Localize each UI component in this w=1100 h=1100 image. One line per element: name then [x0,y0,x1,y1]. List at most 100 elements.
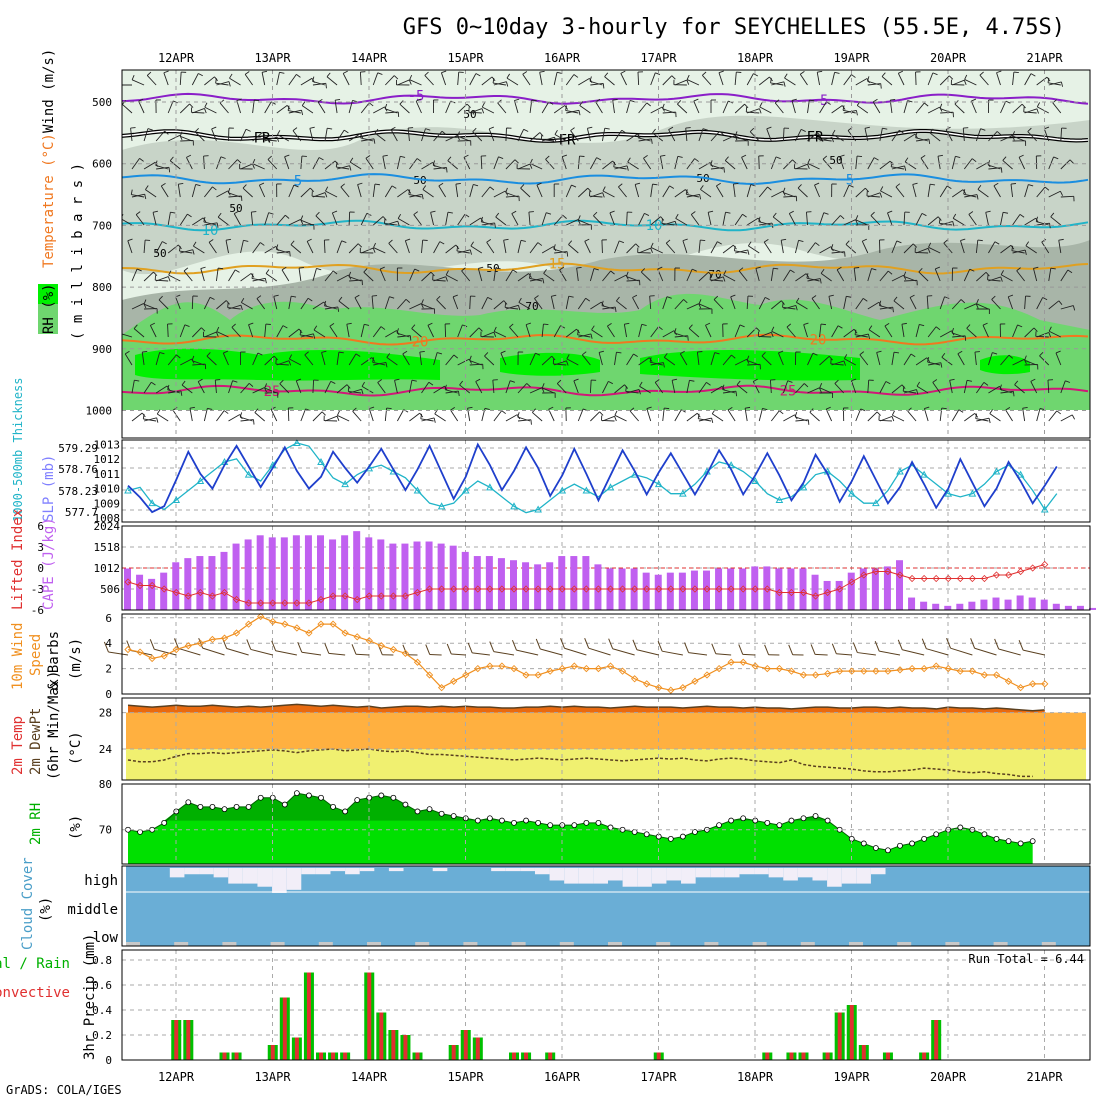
wind-barb-flag [960,299,966,304]
wind-barb [397,299,407,310]
li-marker [824,588,832,597]
cape-bar [353,531,361,610]
precip-conv-bar [294,1037,299,1060]
wind-barb-flag [347,386,350,392]
cape-bar [510,560,517,610]
wind-barb-flag [1014,380,1019,386]
wind-barb-flag [181,380,186,386]
precip-conv-bar [922,1052,927,1060]
wind-barb [963,193,977,198]
wind-barb-flag [810,644,816,655]
rh-ylabel-2: (%) [68,815,84,840]
wind-barb-flag [517,412,520,418]
wind-barb [203,408,208,422]
thickness-marker [317,457,325,465]
top-date-label: 17APR [640,51,677,65]
cape-frame [121,525,1091,611]
wind-barb-flag [890,161,893,167]
wind-barb-flag [570,127,575,131]
wind-barb [788,213,796,226]
precip-ylabels: Total / Rain Convective 3hr Precip (mm) [0,934,98,1060]
wind-barb-flag [236,98,242,101]
rh-marker [354,797,361,803]
wind-barb-flag [492,78,495,84]
rh-ylabel-1: 2m RH [28,803,44,845]
li-marker [1004,571,1013,579]
wind-barb [964,412,976,422]
wind-barb [469,360,482,366]
wind-barb [143,417,157,422]
wind-barb [870,215,881,226]
wind-barb-flag [928,138,931,145]
wind-barb [288,296,292,310]
wind-barb-flag [324,643,330,654]
wind-marker [860,667,868,675]
wind-barb [784,77,796,86]
wind-barb [433,166,447,170]
wind-barb-flag [845,240,850,245]
wind-barb [211,128,217,142]
wind-marker [739,658,747,666]
wind-barb-flag [677,100,682,105]
precip-conv-bar [801,1052,806,1060]
wind-barb [771,330,784,338]
wind-barb-flag [530,419,532,425]
li-marker [582,585,590,593]
wind-barb-flag [562,154,568,158]
wind-barb [912,184,917,198]
wind-barb [677,103,688,114]
wind-barb-flag [657,640,663,652]
wind-barb-flag [613,161,615,167]
wind-barb [960,240,965,254]
wind-barb-flag [975,413,978,419]
wind-barb [373,106,385,114]
rh-marker [257,794,264,801]
wind-barb [492,380,495,394]
wind-marker [582,664,591,673]
wind-barb [601,420,615,422]
temp-frame [121,697,1091,781]
li-tick: -3 [31,583,44,596]
wind-barb-flag [237,159,242,164]
wind-barb [662,650,683,656]
wind-barb-flag [145,185,149,190]
wind-barb-flag [478,327,483,332]
wind-marker [244,620,253,628]
cape-bar [992,597,1000,610]
wind-barb [1000,135,1013,142]
wind-barb [493,410,503,422]
rh-marker [450,813,457,819]
wind-barb-flag [284,154,290,158]
li-marker [220,588,229,597]
wind-barb-flag [458,390,460,397]
wind-barb-flag [608,638,614,649]
wind-barb [891,130,900,142]
wind-barb-flag [332,270,338,275]
wind-barb-flag [216,326,220,332]
wind-barb [180,249,193,254]
wind-barb-flag [167,384,170,390]
wind-barb [614,274,627,282]
wind-barb [662,330,675,338]
wind-barb-flag [556,379,562,384]
wind-barb-flag [565,105,568,111]
wind-barb-flag [706,381,711,386]
wind-barb [145,189,157,198]
wind-barb [815,653,828,656]
wind-barb-flag [273,355,278,361]
wind-barb [264,387,277,394]
wind-barb-flag [452,294,458,298]
wind-barb [469,73,477,86]
wind-marker [1004,677,1013,685]
thickness-marker [799,483,808,491]
wind-barb [127,240,133,254]
cape-bar [799,568,807,610]
wind-barb-flag [951,328,954,334]
rh-line [127,792,1033,851]
wind-barb-flag [180,390,183,396]
precip-conv-bar [282,997,287,1060]
wind-barb-flag [881,72,886,77]
wind-barb-flag [971,158,977,163]
wind-barb-flag [745,406,751,409]
wind-marker [823,670,832,678]
